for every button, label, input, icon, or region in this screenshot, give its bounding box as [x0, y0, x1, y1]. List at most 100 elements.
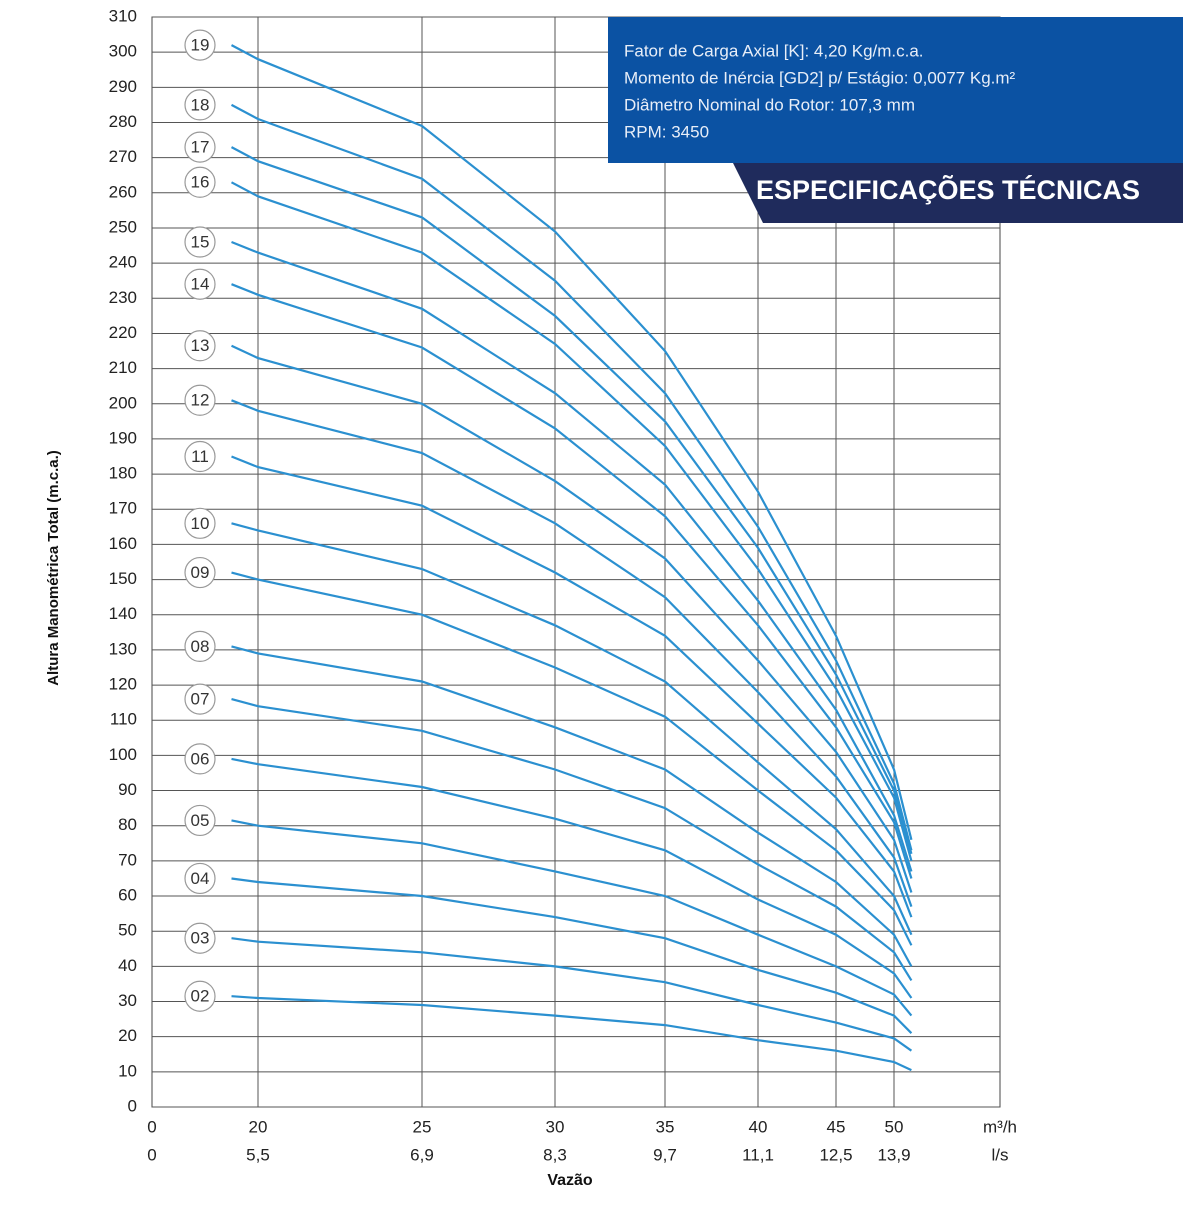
x-axis-title: Vazão — [547, 1172, 593, 1189]
x-tick-label: 45 — [827, 1117, 846, 1136]
pump-curve — [231, 645, 913, 967]
x-tick-label: 40 — [749, 1117, 768, 1136]
info-text: RPM: 3450 — [624, 122, 709, 141]
y-tick-label: 160 — [109, 534, 137, 553]
y-tick-label: 10 — [118, 1061, 137, 1080]
pump-curve — [231, 995, 912, 1072]
y-tick-label: 120 — [109, 675, 137, 694]
y-tick-label: 280 — [109, 112, 137, 131]
y-tick-label: 310 — [109, 6, 137, 25]
x2-tick-label: 12,5 — [819, 1145, 852, 1164]
info-box — [608, 17, 1183, 163]
x-unit: m³/h — [983, 1117, 1017, 1136]
pump-curve — [231, 455, 913, 918]
curve-label: 15 — [191, 233, 210, 252]
y-tick-label: 50 — [118, 921, 137, 940]
y-tick-label: 70 — [118, 850, 137, 869]
curve-label: 02 — [191, 987, 210, 1006]
x-tick-label: 25 — [413, 1117, 432, 1136]
curve-label: 17 — [191, 138, 210, 157]
y-tick-label: 110 — [110, 710, 137, 729]
x2-tick-label: 0 — [147, 1145, 156, 1164]
curve-badge — [184, 384, 216, 416]
x-tick-label: 50 — [885, 1117, 904, 1136]
pump-curve — [230, 44, 913, 841]
info-text: Fator de Carga Axial [K]: 4,20 Kg/m.c.a. — [624, 41, 924, 60]
info-text: Momento de Inércia [GD2] p/ Estágio: 0,0… — [624, 68, 1016, 87]
x2-tick-label: 11,1 — [742, 1145, 774, 1164]
curve-badge — [184, 440, 216, 473]
curve-label: 09 — [191, 563, 210, 582]
curve-label: 07 — [191, 690, 210, 709]
y-tick-label: 30 — [118, 991, 137, 1010]
curve-badge — [184, 862, 216, 895]
y-tick-label: 210 — [109, 358, 137, 377]
pump-curve — [231, 344, 913, 893]
y-tick-label: 300 — [109, 42, 137, 61]
pump-curve — [231, 571, 913, 946]
y-tick-label: 100 — [109, 745, 137, 764]
curve-badge — [184, 330, 216, 362]
pump-curve — [231, 877, 913, 1034]
y-tick-label: 80 — [118, 815, 137, 834]
curve-label: 18 — [191, 95, 210, 114]
y-tick-label: 170 — [109, 499, 137, 518]
x2-tick-label: 9,7 — [653, 1145, 677, 1164]
curve-badge — [184, 268, 216, 300]
curve-badge — [184, 804, 216, 837]
pump-curve — [231, 522, 913, 936]
y-tick-label: 180 — [109, 464, 137, 483]
y-tick-label: 90 — [118, 780, 137, 799]
curve-badge — [184, 630, 216, 662]
curve-label: 16 — [191, 173, 210, 192]
curve-badge — [184, 980, 216, 1012]
curve-label: 08 — [191, 637, 210, 656]
pump-curve — [230, 103, 913, 851]
curve-badge — [184, 743, 216, 775]
curve-label: 11 — [191, 447, 209, 466]
pump-curve — [230, 181, 913, 862]
curve-badge — [184, 29, 216, 61]
y-tick-label: 130 — [109, 639, 137, 658]
curve-label: 13 — [191, 336, 210, 355]
curve-badge — [184, 556, 216, 589]
curve-label: 05 — [191, 811, 210, 830]
info-text: Diâmetro Nominal do Rotor: 107,3 mm — [624, 95, 915, 114]
x2-tick-label: 5,5 — [246, 1145, 270, 1164]
curve-label: 06 — [191, 749, 210, 768]
curve-badge — [184, 683, 216, 715]
x-tick-label: 35 — [656, 1117, 675, 1136]
curve-label: 14 — [191, 275, 210, 294]
y-tick-label: 260 — [109, 182, 137, 201]
curve-label: 12 — [191, 391, 210, 410]
y-tick-label: 230 — [109, 288, 137, 307]
pump-curve — [231, 240, 913, 872]
pump-curve — [231, 937, 913, 1052]
pump-curve — [231, 283, 913, 879]
badge: ESPECIFICAÇÕES TÉCNICAS — [756, 174, 1140, 205]
curve-badge — [184, 226, 216, 258]
curve-badge — [184, 166, 216, 198]
curve-label: 10 — [191, 514, 210, 533]
y-tick-label: 250 — [109, 217, 137, 236]
x-tick-label: 20 — [249, 1117, 268, 1136]
y-tick-label: 0 — [128, 1096, 137, 1115]
curve-badge — [184, 507, 216, 539]
pump-curve — [231, 698, 913, 981]
badge-box — [733, 163, 1183, 223]
y-tick-label: 60 — [118, 886, 137, 905]
y-axis-title: Altura Manométrica Total (m.c.a.) — [45, 450, 62, 686]
curve-badge — [184, 89, 216, 121]
curve-badge — [184, 922, 216, 954]
y-tick-label: 290 — [109, 77, 137, 96]
y-tick-label: 20 — [118, 1026, 137, 1045]
x2-unit: l/s — [992, 1145, 1009, 1164]
curve-badge — [184, 131, 216, 163]
y-tick-label: 40 — [118, 956, 137, 975]
y-tick-label: 270 — [109, 147, 137, 166]
pump-curve — [231, 819, 913, 1017]
curve-label: 19 — [191, 36, 210, 55]
curve-label: 04 — [191, 869, 210, 888]
y-tick-label: 220 — [109, 323, 137, 342]
